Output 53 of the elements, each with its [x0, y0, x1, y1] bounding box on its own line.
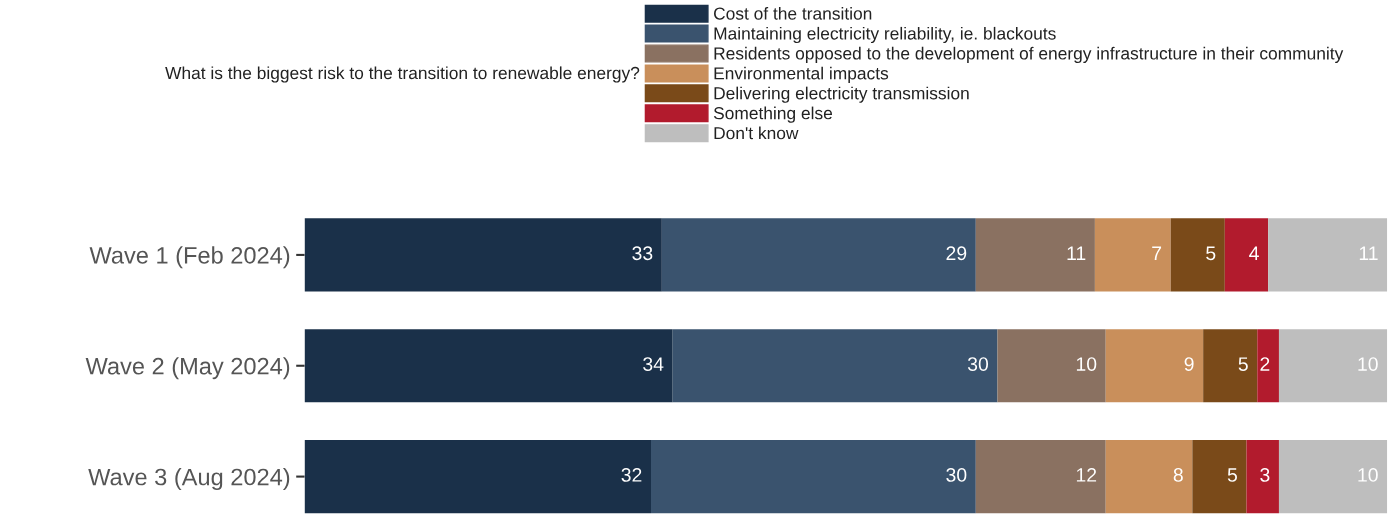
bar — [304, 440, 651, 514]
bar — [975, 218, 1095, 292]
data-label: 34 — [643, 357, 664, 371]
data-label: 10 — [1358, 468, 1378, 482]
bar — [997, 329, 1106, 403]
data-label: 11 — [1359, 246, 1378, 260]
data-label: 12 — [1076, 468, 1097, 482]
data-label: 30 — [967, 357, 989, 371]
data-label: 33 — [632, 246, 653, 261]
legend-label: Something else — [713, 106, 833, 123]
legend-label: Environmental impacts — [714, 66, 889, 83]
chart-title: What is the biggest risk to the transition to renewable energy? — [165, 66, 640, 83]
data-label: 29 — [946, 246, 967, 261]
data-label: 3 — [1260, 468, 1270, 482]
bar — [672, 329, 998, 403]
bar — [1192, 440, 1247, 514]
data-label: 32 — [621, 468, 642, 482]
bar — [975, 440, 1106, 514]
y-tick-label: Wave 3 (Aug 2024) — [88, 468, 290, 491]
bar — [1246, 440, 1279, 514]
bar — [1268, 218, 1388, 292]
data-label: 2 — [1260, 357, 1270, 371]
bar — [1224, 218, 1269, 292]
data-label: 5 — [1238, 357, 1248, 371]
legend-label: Delivering electricity transmission — [714, 86, 969, 103]
data-label: 10 — [1358, 357, 1378, 371]
bar — [1257, 329, 1279, 403]
bar — [651, 440, 976, 514]
y-tick-label: Wave 1 (Feb 2024) — [89, 246, 290, 269]
data-label: 11 — [1067, 246, 1086, 260]
data-label: 10 — [1076, 357, 1097, 371]
bar — [304, 329, 673, 403]
bar — [1094, 218, 1171, 292]
data-label: 7 — [1152, 246, 1162, 260]
data-label: 4 — [1249, 246, 1259, 260]
bar — [1203, 329, 1258, 403]
bar — [661, 218, 976, 292]
bar — [1278, 329, 1388, 403]
data-label: 5 — [1227, 468, 1237, 482]
legend-label: Don't know — [714, 126, 799, 140]
data-label: 8 — [1173, 468, 1183, 482]
bar — [1170, 218, 1225, 292]
bar — [1105, 329, 1204, 403]
data-label: 30 — [946, 468, 967, 482]
bar — [1278, 440, 1388, 514]
data-label: 9 — [1184, 357, 1194, 371]
legend-label: Maintaining electricity reliability, ie. blackouts — [714, 26, 1056, 44]
data-label: 5 — [1206, 246, 1216, 261]
bar — [304, 218, 662, 292]
bar — [1105, 440, 1193, 514]
y-tick-label: Wave 2 (May 2024) — [85, 357, 290, 380]
legend-label: Cost of the transition — [714, 6, 872, 20]
legend-label: Residents opposed to the development of energy infrastructure in their community — [714, 46, 1344, 63]
